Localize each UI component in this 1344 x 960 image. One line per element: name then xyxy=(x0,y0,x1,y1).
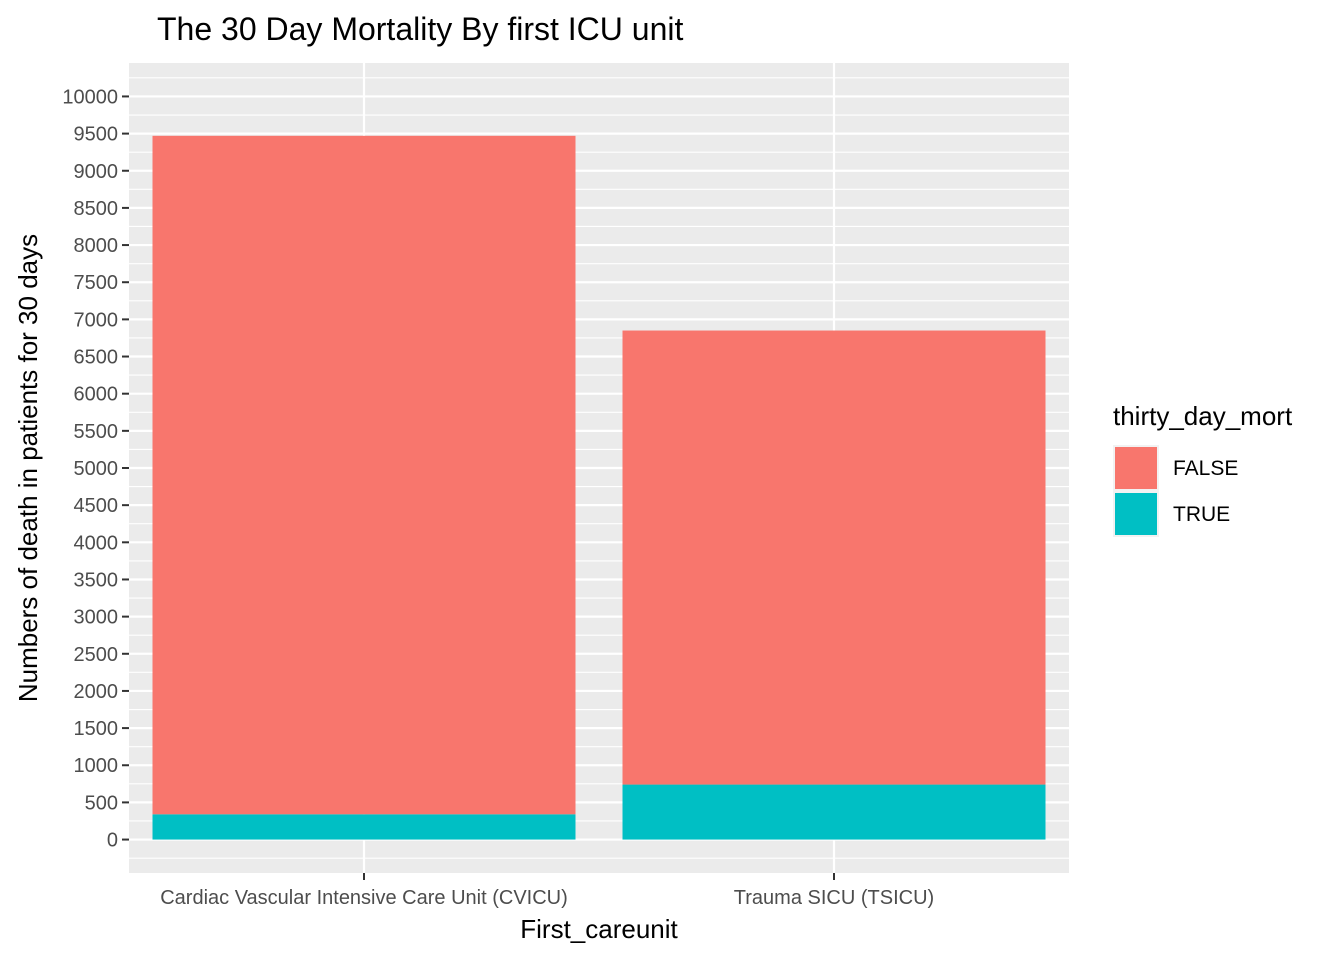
legend-swatch-true xyxy=(1115,493,1157,535)
y-tick-label: 5000 xyxy=(74,458,119,480)
y-tick-label: 7000 xyxy=(74,309,119,331)
legend-label-false: FALSE xyxy=(1173,457,1238,480)
y-tick-label: 7500 xyxy=(74,272,119,294)
y-tick-label: 1000 xyxy=(74,755,119,777)
y-axis-title: Numbers of death in patients for 30 days xyxy=(13,234,43,702)
chart-title: The 30 Day Mortality By first ICU unit xyxy=(157,11,683,47)
bars xyxy=(152,135,1046,840)
x-axis: Cardiac Vascular Intensive Care Unit (CV… xyxy=(160,873,934,909)
legend-label-true: TRUE xyxy=(1173,503,1230,526)
y-tick-label: 10000 xyxy=(62,86,118,108)
y-tick-label: 8500 xyxy=(74,198,119,220)
bar-false xyxy=(622,330,1046,785)
y-tick-label: 9500 xyxy=(74,124,119,146)
y-tick-label: 6000 xyxy=(74,384,119,406)
legend-title: thirty_day_mort xyxy=(1113,401,1293,431)
bar-false xyxy=(152,135,576,815)
y-tick-label: 9000 xyxy=(74,161,119,183)
x-tick-label: Cardiac Vascular Intensive Care Unit (CV… xyxy=(160,887,568,909)
y-tick-label: 500 xyxy=(85,792,118,814)
y-axis: 0 500 1000 1500 2000 2500 3000 3500 4000 4500 5000… xyxy=(62,86,129,852)
y-tick-label: 4000 xyxy=(74,532,119,554)
legend-swatch-false xyxy=(1115,447,1157,489)
y-tick-label: 8000 xyxy=(74,235,119,257)
x-axis-title: First_careunit xyxy=(520,914,678,944)
y-tick-label: 3500 xyxy=(74,569,119,591)
y-tick-label: 4500 xyxy=(74,495,119,517)
y-tick-label: 2000 xyxy=(74,681,119,703)
legend: thirty_day_mort FALSE TRUE xyxy=(1113,401,1293,537)
y-tick-label: 3000 xyxy=(74,607,119,629)
y-tick-label: 6500 xyxy=(74,347,119,369)
bar-true xyxy=(622,784,1046,840)
y-tick-label: 2500 xyxy=(74,644,119,666)
y-tick-label: 1500 xyxy=(74,718,119,740)
y-tick-label: 5500 xyxy=(74,421,119,443)
bar-true xyxy=(152,814,576,840)
x-tick-label: Trauma SICU (TSICU) xyxy=(734,887,934,909)
y-tick-label: 0 xyxy=(107,830,118,852)
